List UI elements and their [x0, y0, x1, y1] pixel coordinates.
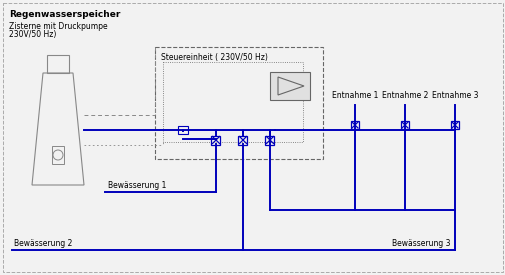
- Text: 230V/50 Hz): 230V/50 Hz): [9, 30, 56, 39]
- Bar: [52, 146, 64, 164]
- Text: Zisterne mit Druckpumpe: Zisterne mit Druckpumpe: [9, 22, 108, 31]
- Bar: [350, 121, 358, 129]
- Text: Entnahme 3: Entnahme 3: [431, 91, 477, 100]
- Bar: [211, 136, 220, 144]
- Bar: [238, 136, 247, 144]
- Text: Bewässerung 1: Bewässerung 1: [108, 181, 166, 190]
- Bar: [450, 121, 458, 129]
- Bar: [178, 126, 188, 134]
- Text: Bewässerung 2: Bewässerung 2: [14, 239, 72, 248]
- Bar: [155, 47, 322, 159]
- Bar: [163, 62, 302, 142]
- Text: Regenwasserspeicher: Regenwasserspeicher: [9, 10, 120, 19]
- Text: Steuereinheit ( 230V/50 Hz): Steuereinheit ( 230V/50 Hz): [161, 53, 267, 62]
- Bar: [265, 136, 274, 144]
- Text: Entnahme 1: Entnahme 1: [331, 91, 377, 100]
- Bar: [47, 55, 69, 73]
- Bar: [400, 121, 408, 129]
- Text: Bewässerung 3: Bewässerung 3: [392, 239, 450, 248]
- Text: Entnahme 2: Entnahme 2: [381, 91, 427, 100]
- Bar: [270, 72, 310, 100]
